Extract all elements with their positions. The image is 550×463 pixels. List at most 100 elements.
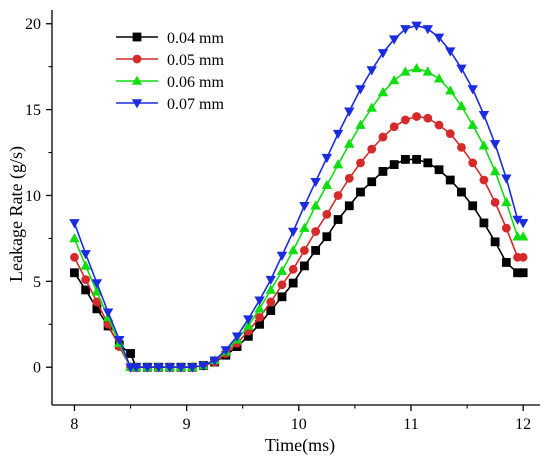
data-point <box>287 227 299 237</box>
data-point <box>322 209 332 219</box>
y-axis-title-group: Leakage Rate (g/s) <box>6 146 27 282</box>
data-point <box>457 142 466 152</box>
data-point <box>255 313 264 322</box>
data-point <box>355 85 366 95</box>
data-point <box>518 252 528 262</box>
data-point <box>102 308 114 318</box>
data-point <box>209 356 220 366</box>
data-point <box>175 363 187 373</box>
data-point <box>467 119 478 129</box>
data-point <box>91 279 103 289</box>
data-point <box>412 155 421 164</box>
series-1 <box>70 155 528 372</box>
data-point <box>489 140 501 150</box>
data-point <box>468 201 478 211</box>
data-point <box>400 25 411 35</box>
data-point <box>433 73 445 83</box>
x-tick-label: 12 <box>515 416 531 433</box>
data-point <box>344 173 354 183</box>
data-point <box>80 260 91 270</box>
y-tick-label: 15 <box>25 102 41 119</box>
data-point <box>479 218 489 228</box>
data-point <box>266 306 276 315</box>
series-4 <box>69 21 529 373</box>
data-point <box>501 196 512 207</box>
data-point <box>80 250 91 260</box>
data-point <box>70 268 79 278</box>
data-point <box>501 258 511 267</box>
data-point <box>423 113 433 123</box>
legend-item: 0.04 mm <box>116 30 224 47</box>
data-point <box>422 66 434 76</box>
legend-marker <box>131 99 143 109</box>
data-point <box>513 268 522 278</box>
series-2 <box>70 112 528 372</box>
data-point <box>468 158 478 168</box>
data-point <box>321 179 333 189</box>
data-point <box>367 144 377 154</box>
data-point <box>299 222 310 232</box>
x-tick-label: 11 <box>403 416 418 433</box>
data-point <box>254 296 265 306</box>
data-point <box>344 138 355 148</box>
data-point <box>254 303 265 313</box>
data-point <box>220 346 232 356</box>
x-axis-title: Time(ms) <box>265 435 335 456</box>
data-point <box>356 158 365 168</box>
data-point <box>412 112 421 121</box>
data-point <box>265 284 276 294</box>
data-point <box>377 49 389 59</box>
y-axis-title: Leakage Rate (g/s) <box>6 146 27 282</box>
data-point <box>518 268 528 278</box>
data-point <box>276 251 288 261</box>
data-point <box>311 227 321 236</box>
data-point <box>389 122 399 132</box>
data-point <box>243 331 253 341</box>
data-point <box>355 119 366 129</box>
data-point <box>231 332 243 342</box>
data-point <box>456 100 467 110</box>
data-point <box>277 280 287 290</box>
legend-marker <box>132 54 142 64</box>
data-point <box>478 110 490 121</box>
data-point <box>333 215 343 224</box>
data-point <box>70 252 79 262</box>
data-point <box>400 66 411 76</box>
data-point <box>490 197 500 207</box>
data-point <box>388 75 400 85</box>
data-point <box>344 107 355 117</box>
x-tick-label: 9 <box>183 416 191 433</box>
data-point <box>333 191 343 200</box>
data-point <box>378 167 388 176</box>
data-point <box>153 363 164 373</box>
data-point <box>114 335 125 346</box>
data-point <box>332 129 344 140</box>
data-point <box>378 132 388 142</box>
data-point <box>310 200 321 210</box>
data-point <box>126 349 135 358</box>
y-tick-label: 20 <box>25 16 41 33</box>
data-point <box>69 233 80 243</box>
y-tick-label: 10 <box>25 188 41 205</box>
x-tick-label: 10 <box>291 416 307 433</box>
data-point <box>367 177 377 187</box>
legend-item: 0.07 mm <box>116 96 224 113</box>
data-point <box>456 64 467 74</box>
data-point <box>434 165 444 175</box>
legend-label: 0.07 mm <box>167 96 224 113</box>
data-point <box>332 159 344 169</box>
data-point <box>142 363 153 373</box>
series-line <box>73 115 524 369</box>
data-point <box>92 304 102 314</box>
data-point <box>479 175 489 185</box>
data-point <box>322 232 332 242</box>
data-point <box>517 231 529 241</box>
data-point <box>490 237 500 247</box>
data-point <box>356 187 365 197</box>
data-point <box>287 245 299 255</box>
data-point <box>400 155 410 164</box>
x-tick-label: 8 <box>70 416 78 433</box>
data-point <box>288 264 298 274</box>
data-point <box>467 85 478 95</box>
